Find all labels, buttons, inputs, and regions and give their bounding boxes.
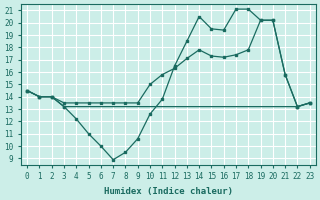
X-axis label: Humidex (Indice chaleur): Humidex (Indice chaleur) bbox=[104, 187, 233, 196]
